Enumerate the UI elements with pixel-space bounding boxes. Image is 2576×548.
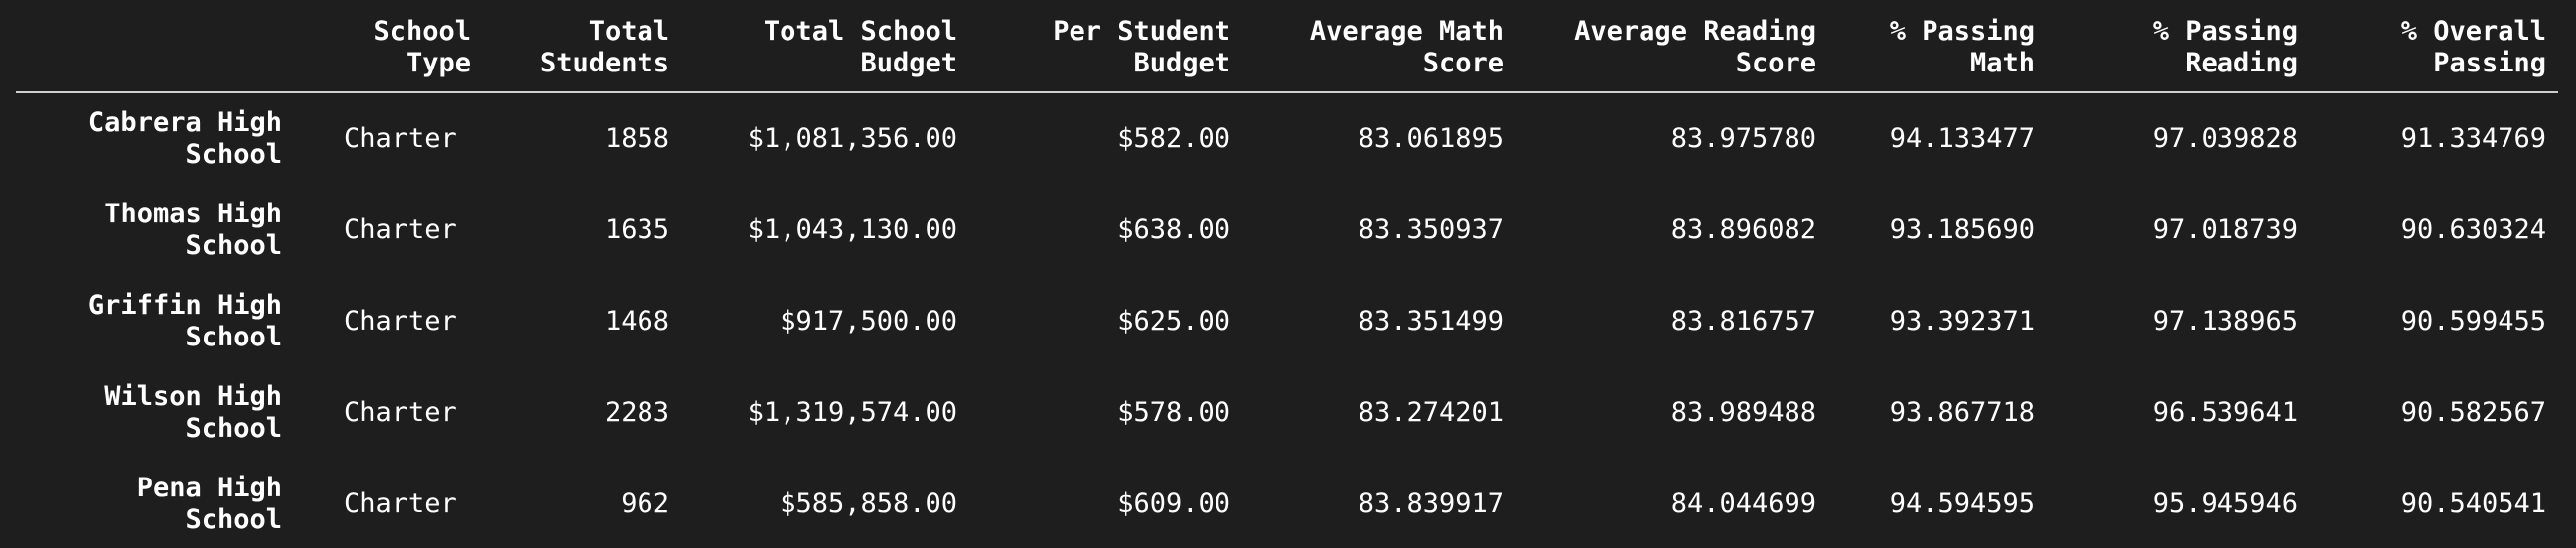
table-header: School Type Total Students Total School … <box>16 10 2558 93</box>
cell-total-school-budget: $1,043,130.00 <box>747 214 957 245</box>
cell-total-students: 1468 <box>604 306 669 337</box>
cell-passing-reading: 97.138965 <box>2152 306 2298 337</box>
cell-passing-math: 94.133477 <box>1889 123 2035 154</box>
cell-passing-reading: 96.539641 <box>2152 397 2298 428</box>
cell-passing-math: 93.867718 <box>1889 397 2035 428</box>
cell-passing-reading: 97.018739 <box>2152 214 2298 245</box>
cell-passing-reading: 97.039828 <box>2152 123 2298 154</box>
row-label-school: Griffin High School <box>87 290 282 352</box>
cell-total-school-budget: $585,858.00 <box>780 488 957 519</box>
table-row: Pena High School Charter 962 $585,858.00… <box>16 459 2558 548</box>
row-label-school: Thomas High School <box>104 199 282 261</box>
column-header-overall-passing: % Overall Passing <box>2310 10 2558 93</box>
cell-average-math-score: 83.351499 <box>1358 306 1503 337</box>
cell-overall-passing: 90.630324 <box>2400 214 2546 245</box>
cell-average-reading-score: 83.989488 <box>1670 397 1816 428</box>
cell-average-math-score: 83.274201 <box>1358 397 1503 428</box>
cell-school-type: Charter <box>344 488 457 519</box>
cell-total-school-budget: $1,081,356.00 <box>747 123 957 154</box>
table-row: Thomas High School Charter 1635 $1,043,1… <box>16 185 2558 276</box>
column-header-per-student-budget: Per Student Budget <box>969 10 1242 93</box>
column-header-average-math-score: Average Math Score <box>1242 10 1515 93</box>
cell-average-reading-score: 83.896082 <box>1670 214 1816 245</box>
cell-per-student-budget: $582.00 <box>1117 123 1230 154</box>
school-summary-table: School Type Total Students Total School … <box>16 10 2558 548</box>
cell-overall-passing: 91.334769 <box>2400 123 2546 154</box>
cell-school-type: Charter <box>344 397 457 428</box>
cell-per-student-budget: $609.00 <box>1117 488 1230 519</box>
cell-passing-reading: 95.945946 <box>2152 488 2298 519</box>
cell-total-school-budget: $1,319,574.00 <box>747 397 957 428</box>
cell-overall-passing: 90.599455 <box>2400 306 2546 337</box>
column-header-total-students: Total Students <box>483 10 681 93</box>
cell-per-student-budget: $625.00 <box>1117 306 1230 337</box>
row-label-school: Cabrera High School <box>87 107 282 170</box>
column-header-average-reading-score: Average Reading Score <box>1515 10 1828 93</box>
cell-total-students: 1635 <box>604 214 669 245</box>
cell-total-school-budget: $917,500.00 <box>780 306 957 337</box>
cell-average-math-score: 83.350937 <box>1358 214 1503 245</box>
cell-overall-passing: 90.540541 <box>2400 488 2546 519</box>
table-row: Cabrera High School Charter 1858 $1,081,… <box>16 92 2558 185</box>
cell-passing-math: 93.392371 <box>1889 306 2035 337</box>
index-header <box>16 10 294 93</box>
column-header-total-school-budget: Total School Budget <box>681 10 969 93</box>
cell-average-reading-score: 83.816757 <box>1670 306 1816 337</box>
cell-passing-math: 94.594595 <box>1889 488 2035 519</box>
header-row: School Type Total Students Total School … <box>16 10 2558 93</box>
cell-per-student-budget: $638.00 <box>1117 214 1230 245</box>
cell-average-math-score: 83.061895 <box>1358 123 1503 154</box>
cell-school-type: Charter <box>344 306 457 337</box>
table-body: Cabrera High School Charter 1858 $1,081,… <box>16 92 2558 548</box>
row-label-school: Wilson High School <box>104 381 282 444</box>
row-label-school: Pena High School <box>136 473 282 535</box>
cell-school-type: Charter <box>344 214 457 245</box>
table-row: Wilson High School Charter 2283 $1,319,5… <box>16 367 2558 459</box>
column-header-passing-reading: % Passing Reading <box>2047 10 2310 93</box>
cell-average-reading-score: 84.044699 <box>1670 488 1816 519</box>
column-header-passing-math: % Passing Math <box>1828 10 2047 93</box>
cell-total-students: 1858 <box>604 123 669 154</box>
cell-average-reading-score: 83.975780 <box>1670 123 1816 154</box>
cell-average-math-score: 83.839917 <box>1358 488 1503 519</box>
cell-school-type: Charter <box>344 123 457 154</box>
column-header-school-type: School Type <box>294 10 483 93</box>
cell-overall-passing: 90.582567 <box>2400 397 2546 428</box>
cell-total-students: 962 <box>621 488 669 519</box>
cell-total-students: 2283 <box>604 397 669 428</box>
table-row: Griffin High School Charter 1468 $917,50… <box>16 276 2558 367</box>
cell-passing-math: 93.185690 <box>1889 214 2035 245</box>
cell-per-student-budget: $578.00 <box>1117 397 1230 428</box>
